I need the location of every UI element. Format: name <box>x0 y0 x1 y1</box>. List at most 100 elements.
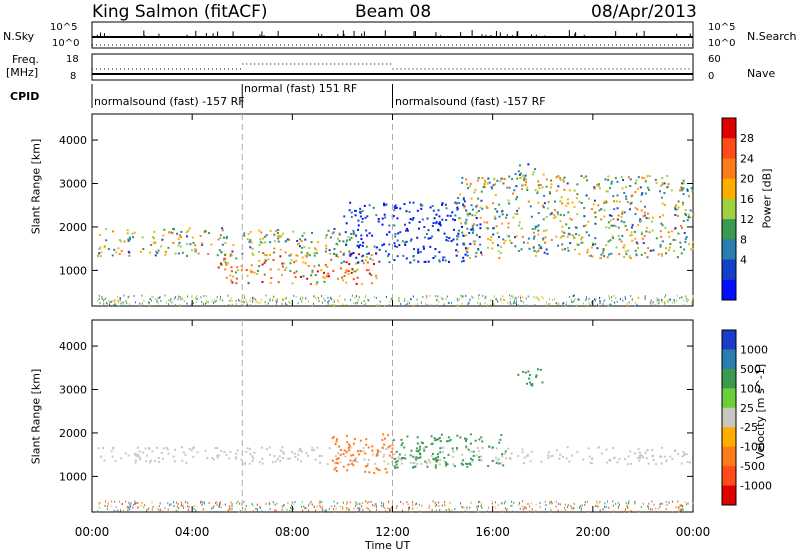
power-noise <box>671 301 673 304</box>
power-noise <box>375 297 377 300</box>
power-cell <box>583 206 586 209</box>
power-cell <box>602 249 605 252</box>
power-cell <box>518 221 521 224</box>
power-cell <box>499 252 502 255</box>
power-noise <box>101 297 103 300</box>
velocity-cell <box>491 459 494 462</box>
velocity-noise <box>584 503 586 506</box>
power-cell <box>532 246 535 249</box>
power-cell <box>269 281 272 284</box>
power-noise <box>110 300 112 303</box>
power-noise <box>219 295 221 298</box>
power-cell <box>288 254 291 257</box>
velocity-noise <box>167 502 169 505</box>
velocity-noise <box>175 510 177 513</box>
velocity-noise <box>466 506 468 509</box>
velocity-cell <box>216 447 219 450</box>
velocity-noise <box>121 502 123 505</box>
power-cell <box>578 234 581 237</box>
velocity-cell <box>496 459 499 462</box>
power-cell <box>302 261 305 264</box>
power-cell <box>492 184 495 187</box>
power-cell <box>406 229 409 232</box>
velocity-cell <box>100 455 103 458</box>
power-cell <box>560 196 563 199</box>
power-cell <box>419 251 422 254</box>
power-cell <box>444 203 447 206</box>
velocity-cell <box>220 449 223 452</box>
power-cell <box>503 178 506 181</box>
power-cell <box>625 253 628 256</box>
power-cell <box>369 257 372 260</box>
power-cell <box>643 177 646 180</box>
power-cell <box>534 254 537 257</box>
power-cell <box>605 226 608 229</box>
power-noise <box>509 297 511 300</box>
power-cell <box>186 242 189 245</box>
power-noise <box>116 305 118 308</box>
velocity-cell <box>449 438 452 441</box>
power-cell <box>259 238 262 241</box>
power-noise <box>513 299 515 302</box>
velocity-noise <box>359 507 361 510</box>
power-cell <box>628 208 631 211</box>
power-cell <box>674 227 677 230</box>
power-noise <box>333 299 335 302</box>
power-cell <box>419 203 422 206</box>
power-cell <box>525 181 528 184</box>
velocity-cell <box>400 444 403 447</box>
velocity-noise <box>572 507 574 510</box>
power-cell <box>494 207 497 210</box>
power-noise <box>331 298 333 301</box>
power-colorbar-tick: 16 <box>740 193 754 206</box>
power-cell <box>553 214 556 217</box>
power-cell <box>585 175 588 178</box>
velocity-noise <box>141 502 143 505</box>
power-noise <box>427 304 429 307</box>
power-cell <box>545 185 548 188</box>
velocity-cell <box>415 449 418 452</box>
power-cell <box>576 243 579 246</box>
power-cell <box>466 183 469 186</box>
power-noise <box>664 301 666 304</box>
power-cell <box>219 236 222 239</box>
velocity-cell <box>378 469 381 472</box>
power-cell <box>587 197 590 200</box>
power-cell <box>441 203 444 206</box>
velocity-cell <box>331 459 334 462</box>
velocity-noise <box>448 507 450 510</box>
power-cell <box>441 218 444 221</box>
power-cell <box>493 215 496 218</box>
velocity-cell <box>430 454 433 457</box>
power-cell <box>516 209 519 212</box>
power-cell <box>411 218 414 221</box>
power-cell <box>277 234 280 237</box>
velocity-noise <box>506 509 508 512</box>
power-cell <box>498 215 501 218</box>
velocity-noise <box>390 510 392 513</box>
power-cell <box>350 236 353 239</box>
power-noise <box>288 300 290 303</box>
velocity-noise <box>289 507 291 510</box>
velocity-colorbar-tick: 100 <box>740 382 761 395</box>
power-noise <box>174 297 176 300</box>
power-noise <box>533 296 535 299</box>
velocity-cell <box>526 453 529 456</box>
power-noise <box>133 294 135 297</box>
velocity-noise <box>123 509 125 512</box>
power-cell <box>679 246 682 249</box>
power-cell <box>646 212 649 215</box>
power-cell <box>543 241 546 244</box>
power-noise <box>228 304 230 307</box>
velocity-noise <box>634 502 636 505</box>
power-noise <box>157 302 159 305</box>
velocity-cell <box>422 447 425 450</box>
power-noise <box>113 304 115 307</box>
velocity-noise <box>193 507 195 510</box>
velocity-noise <box>617 501 619 504</box>
velocity-noise <box>555 500 557 503</box>
power-cell <box>423 236 426 239</box>
power-cell <box>388 261 391 264</box>
power-cell <box>452 228 455 231</box>
power-cell <box>194 248 197 251</box>
